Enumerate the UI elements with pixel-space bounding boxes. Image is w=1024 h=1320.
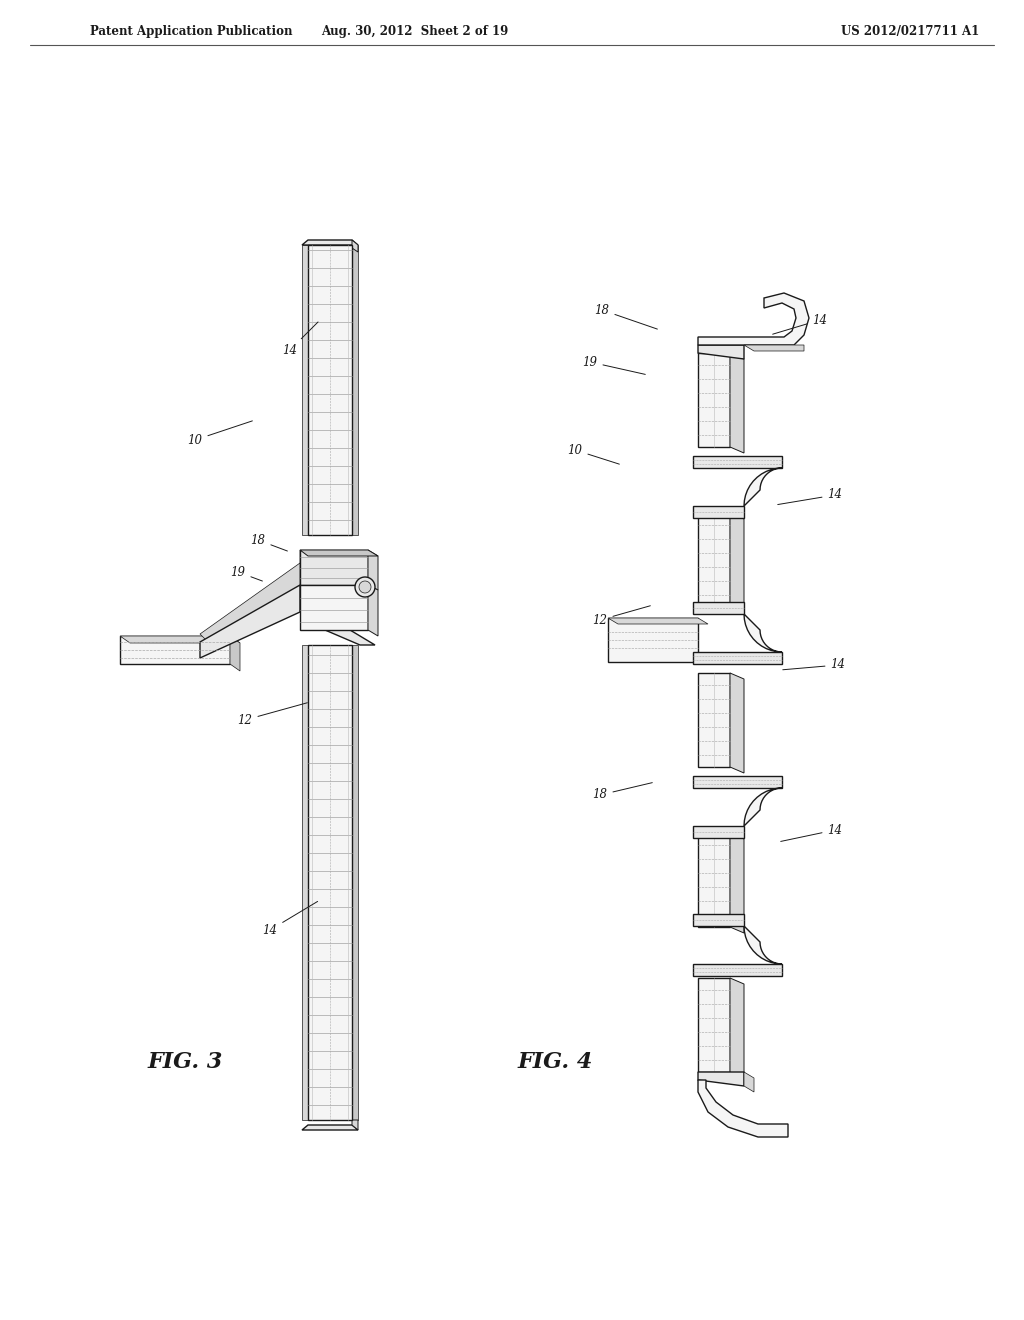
Polygon shape <box>744 345 804 351</box>
Polygon shape <box>744 1072 754 1092</box>
Polygon shape <box>325 630 375 645</box>
Text: 18: 18 <box>593 783 652 801</box>
Polygon shape <box>698 352 730 447</box>
Polygon shape <box>352 246 358 535</box>
Polygon shape <box>300 585 368 630</box>
Polygon shape <box>730 833 744 933</box>
Polygon shape <box>744 469 782 506</box>
Polygon shape <box>120 636 230 664</box>
Polygon shape <box>698 513 730 607</box>
Polygon shape <box>698 978 730 1072</box>
Polygon shape <box>300 550 378 556</box>
Polygon shape <box>302 645 308 1119</box>
Text: 14: 14 <box>780 824 843 841</box>
Polygon shape <box>302 240 358 246</box>
Text: 12: 12 <box>238 702 307 726</box>
Polygon shape <box>200 585 300 657</box>
Polygon shape <box>698 293 809 345</box>
Polygon shape <box>698 345 744 359</box>
Polygon shape <box>698 1072 744 1086</box>
Polygon shape <box>608 618 698 663</box>
Polygon shape <box>730 673 744 774</box>
Text: 10: 10 <box>187 421 252 446</box>
Text: 14: 14 <box>773 314 827 334</box>
Polygon shape <box>744 927 782 964</box>
Polygon shape <box>608 618 708 624</box>
Polygon shape <box>302 246 308 535</box>
Ellipse shape <box>355 577 375 597</box>
Text: 18: 18 <box>595 304 657 329</box>
Text: 14: 14 <box>283 322 318 356</box>
Polygon shape <box>230 636 240 671</box>
Polygon shape <box>368 550 378 590</box>
Polygon shape <box>120 636 240 643</box>
Polygon shape <box>352 1119 358 1130</box>
Polygon shape <box>730 978 744 1078</box>
Polygon shape <box>693 506 744 517</box>
Polygon shape <box>300 550 368 585</box>
Polygon shape <box>693 964 782 975</box>
Text: 18: 18 <box>251 533 288 550</box>
Polygon shape <box>308 246 352 535</box>
Polygon shape <box>744 614 782 652</box>
Text: US 2012/0217711 A1: US 2012/0217711 A1 <box>841 25 979 38</box>
Text: FIG. 4: FIG. 4 <box>517 1051 593 1073</box>
Polygon shape <box>693 602 744 614</box>
Polygon shape <box>308 645 352 1119</box>
Text: 14: 14 <box>262 902 317 936</box>
Polygon shape <box>302 1125 358 1130</box>
Text: 10: 10 <box>567 444 620 465</box>
Text: 12: 12 <box>593 606 650 627</box>
Polygon shape <box>368 585 378 636</box>
Text: 14: 14 <box>778 488 843 504</box>
Text: 14: 14 <box>782 659 846 672</box>
Polygon shape <box>693 776 782 788</box>
Polygon shape <box>693 913 744 927</box>
Polygon shape <box>730 352 744 453</box>
Text: Patent Application Publication: Patent Application Publication <box>90 25 293 38</box>
Ellipse shape <box>359 581 371 593</box>
Polygon shape <box>693 826 744 838</box>
Polygon shape <box>300 550 308 568</box>
Text: Aug. 30, 2012  Sheet 2 of 19: Aug. 30, 2012 Sheet 2 of 19 <box>322 25 509 38</box>
Polygon shape <box>693 455 782 469</box>
Polygon shape <box>693 652 782 664</box>
Text: 19: 19 <box>583 355 645 375</box>
Polygon shape <box>698 1080 788 1137</box>
Polygon shape <box>352 645 358 1119</box>
Polygon shape <box>744 788 782 826</box>
Polygon shape <box>352 240 358 252</box>
Polygon shape <box>698 673 730 767</box>
Text: 19: 19 <box>230 565 262 581</box>
Text: FIG. 3: FIG. 3 <box>147 1051 222 1073</box>
Polygon shape <box>200 564 300 642</box>
Polygon shape <box>730 513 744 612</box>
Polygon shape <box>698 833 730 927</box>
